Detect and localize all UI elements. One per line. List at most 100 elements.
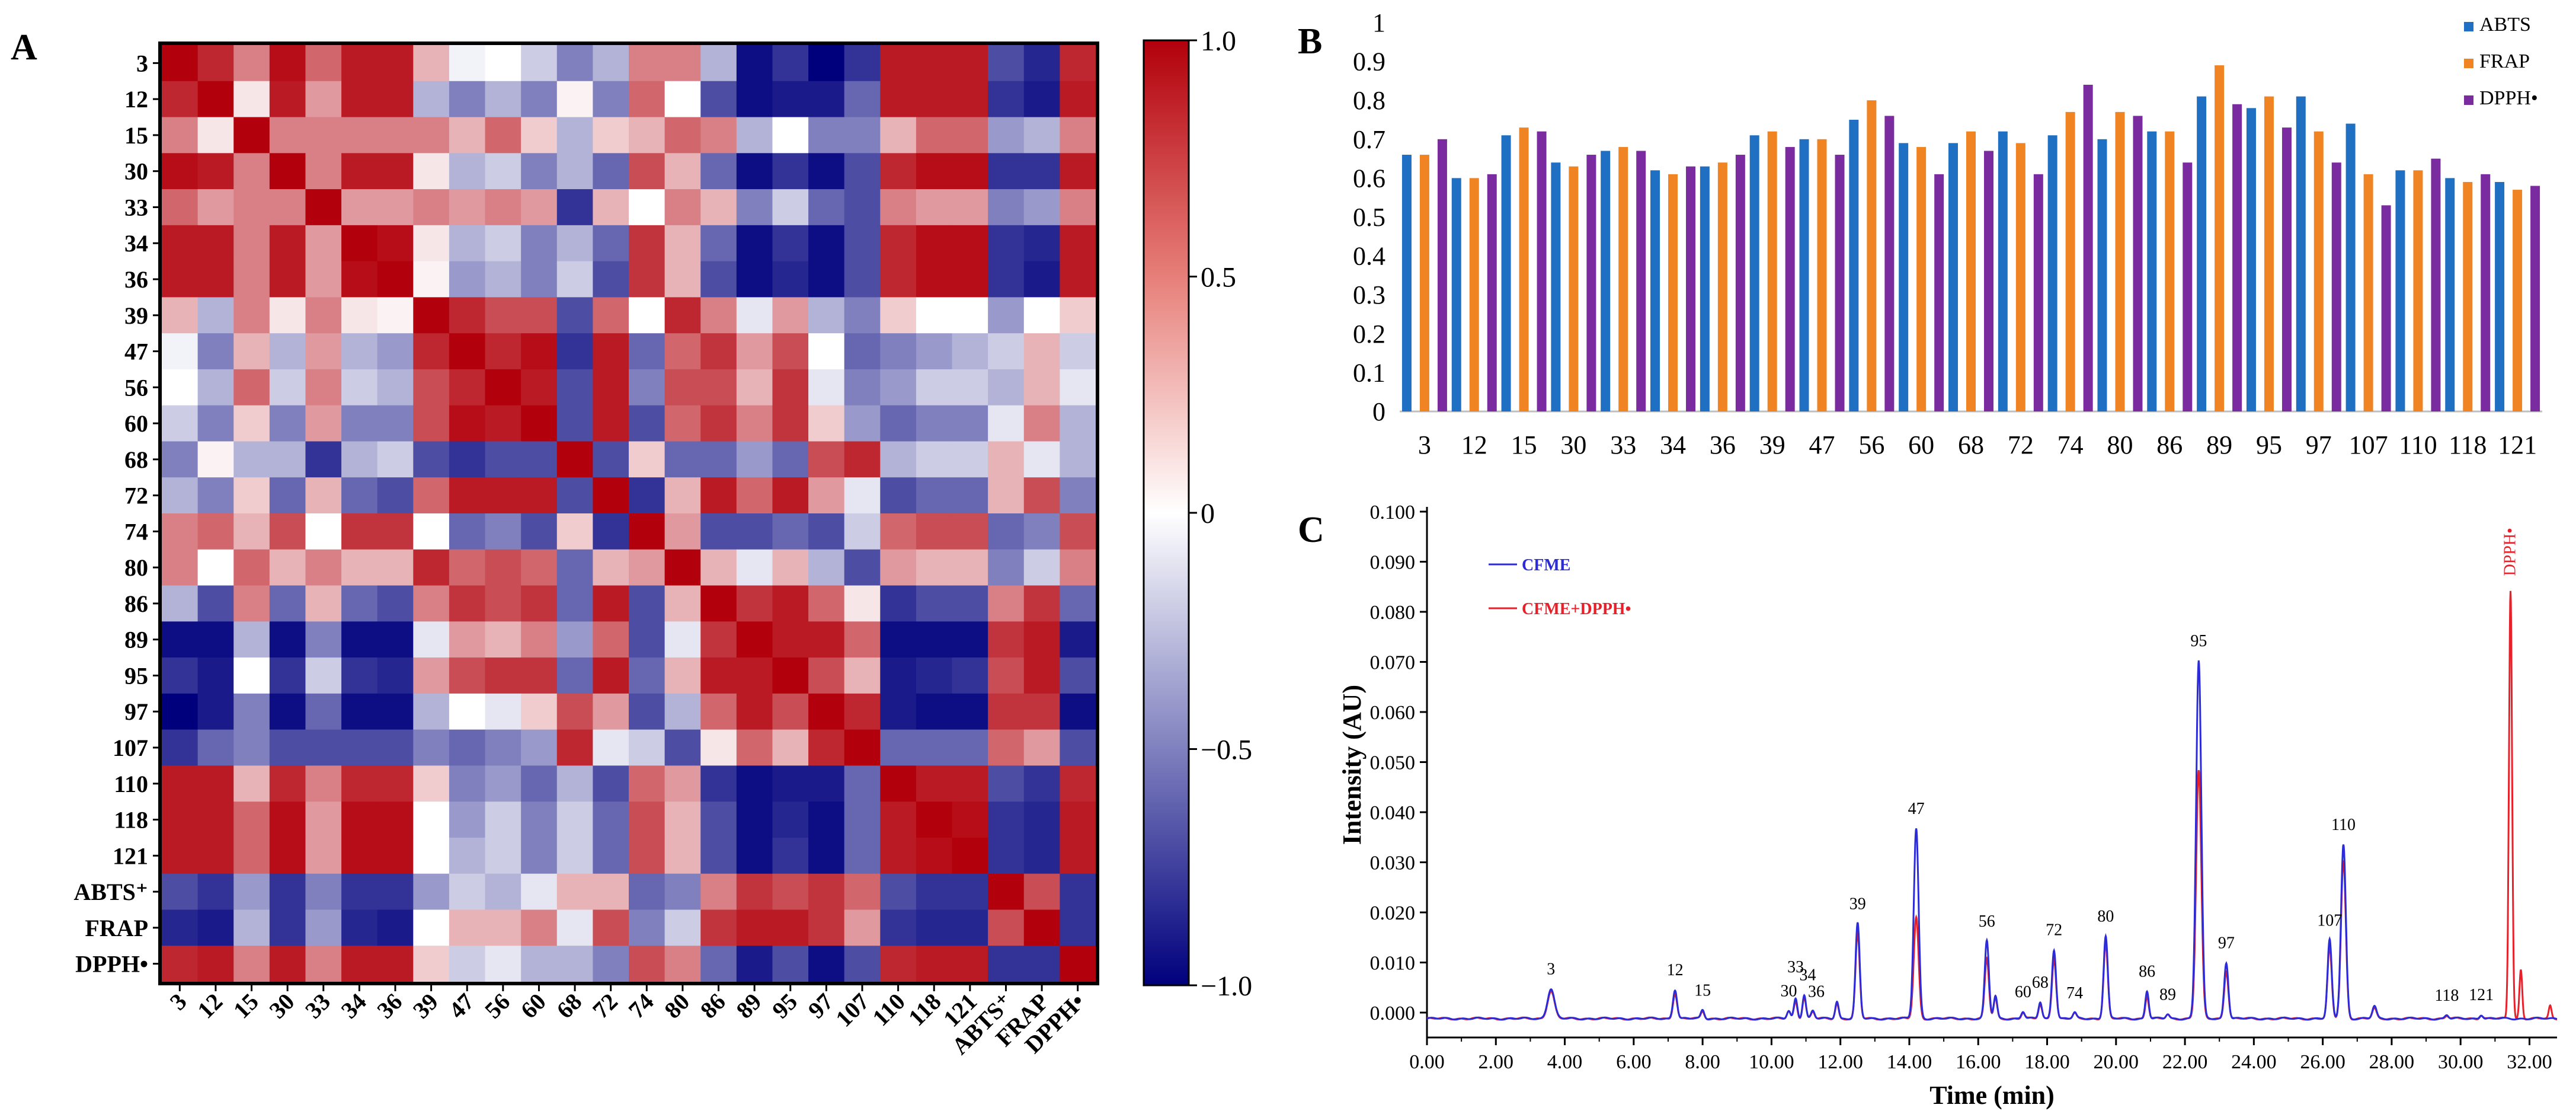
heatmap-cell xyxy=(233,802,270,838)
heatmap-cell xyxy=(700,333,737,370)
heatmap-cell xyxy=(305,333,342,370)
heatmap-cell xyxy=(521,765,558,802)
heatmap-cell xyxy=(162,729,199,766)
chr-peak-label: 118 xyxy=(2434,987,2459,1005)
heatmap-cell xyxy=(269,946,306,982)
heatmap-cell xyxy=(269,477,306,514)
heatmap-cell xyxy=(916,405,953,442)
heatmap-cell xyxy=(1060,333,1096,370)
heatmap-cell xyxy=(269,909,306,946)
heatmap-cell xyxy=(485,765,521,802)
heatmap-cell xyxy=(305,477,342,514)
bar-y-tick-label: 0.2 xyxy=(1353,320,1385,349)
heatmap-cell xyxy=(736,585,773,622)
heatmap-cell xyxy=(700,441,737,478)
heatmap-cell xyxy=(1060,261,1096,298)
chr-series-cfme-dpph xyxy=(1426,590,2558,1021)
bar-chart-bars xyxy=(1401,65,2540,412)
heatmap-cell xyxy=(880,45,917,82)
colorbar-tick-label: 0 xyxy=(1201,498,1215,529)
heatmap-cell xyxy=(700,405,737,442)
chr-y-tick-label: 0.020 xyxy=(1370,902,1416,924)
heatmap-cell xyxy=(449,225,486,262)
heatmap-cell xyxy=(305,45,342,82)
heatmap-cell xyxy=(162,441,199,478)
heatmap-cell xyxy=(233,657,270,694)
heatmap-cell xyxy=(916,693,953,730)
chr-peak-label: 47 xyxy=(1908,800,1925,818)
heatmap-col-label: 68 xyxy=(551,988,587,1024)
heatmap-cell xyxy=(1023,117,1060,154)
bar-y-tick-label: 1 xyxy=(1372,8,1385,37)
heatmap-cell xyxy=(1023,189,1060,226)
heatmap-cell xyxy=(772,909,809,946)
heatmap-cell xyxy=(556,873,593,911)
chr-y-tick-label: 0.030 xyxy=(1370,853,1416,874)
heatmap-cell xyxy=(952,405,988,442)
bar-abts xyxy=(1700,166,1710,411)
heatmap-cell xyxy=(880,333,917,370)
heatmap-cell xyxy=(664,405,701,442)
heatmap-cell xyxy=(988,189,1025,226)
heatmap-cell xyxy=(700,765,737,802)
heatmap-cell xyxy=(449,729,486,766)
heatmap-cell xyxy=(449,909,486,946)
heatmap-cell xyxy=(1023,333,1060,370)
heatmap-cell xyxy=(880,946,917,982)
heatmap-cell xyxy=(1023,873,1060,911)
bar-abts xyxy=(1551,162,1561,411)
heatmap-row-label: 97 xyxy=(124,698,148,725)
heatmap-cell xyxy=(700,909,737,946)
heatmap-cell xyxy=(736,765,773,802)
bar-y-tick-label: 0 xyxy=(1372,397,1385,426)
bar-abts xyxy=(1650,170,1660,411)
heatmap-cell xyxy=(1060,297,1096,334)
bar-dpph xyxy=(2232,104,2242,411)
heatmap-cell xyxy=(233,117,270,154)
colorbar-tick-label: 0.5 xyxy=(1201,262,1236,293)
heatmap-cell xyxy=(341,585,378,622)
heatmap-cell xyxy=(844,117,881,154)
heatmap-cell xyxy=(377,873,414,911)
chr-x-tick-label: 22.00 xyxy=(2162,1051,2208,1073)
heatmap-cell xyxy=(377,513,414,550)
heatmap-cell xyxy=(197,729,234,766)
chr-legend-label: CFME xyxy=(1522,556,1570,574)
heatmap-cell xyxy=(952,729,988,766)
heatmap-cell xyxy=(556,369,593,406)
chr-peak-label: 80 xyxy=(2097,908,2114,926)
heatmap-cell xyxy=(556,585,593,622)
heatmap-cell xyxy=(736,153,773,190)
bar-category-label: 118 xyxy=(2449,430,2487,459)
heatmap-cell xyxy=(269,657,306,694)
heatmap-cell xyxy=(700,261,737,298)
heatmap-cell xyxy=(269,333,306,370)
heatmap-cell xyxy=(1060,81,1096,118)
heatmap-cell xyxy=(736,837,773,874)
chr-y-tick-label: 0.010 xyxy=(1370,953,1416,975)
heatmap-cell xyxy=(988,802,1025,838)
chr-peak-label: 34 xyxy=(1799,966,1816,984)
bar-frap xyxy=(1717,162,1727,411)
heatmap-cell xyxy=(556,729,593,766)
heatmap-cell xyxy=(197,153,234,190)
heatmap-cell xyxy=(700,189,737,226)
heatmap-cell xyxy=(485,693,521,730)
heatmap-cell xyxy=(269,189,306,226)
heatmap-cell xyxy=(1060,837,1096,874)
heatmap-cell xyxy=(556,153,593,190)
heatmap-cell xyxy=(593,513,629,550)
heatmap-row-label: 12 xyxy=(124,86,148,113)
heatmap-cell xyxy=(952,657,988,694)
heatmap-cell xyxy=(629,946,665,982)
bar-abts xyxy=(2197,96,2207,411)
bar-frap xyxy=(2015,143,2025,412)
heatmap-cell xyxy=(341,693,378,730)
heatmap-cell xyxy=(808,369,845,406)
heatmap-cell xyxy=(664,549,701,586)
heatmap-cell xyxy=(593,441,629,478)
heatmap-cell xyxy=(988,621,1025,658)
heatmap-cell xyxy=(162,189,199,226)
heatmap-cell xyxy=(736,946,773,982)
heatmap-cell xyxy=(593,729,629,766)
